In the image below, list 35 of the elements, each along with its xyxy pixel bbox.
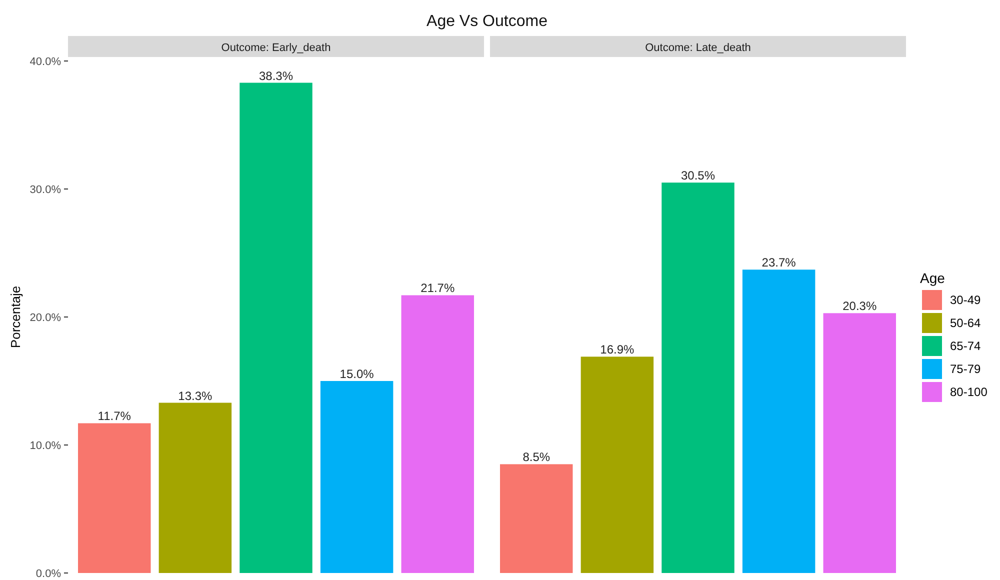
chart-title: Age Vs Outcome (426, 13, 548, 30)
y-axis-title: Porcentaje (8, 286, 23, 348)
data-label: 23.7% (762, 256, 796, 270)
bar (662, 182, 734, 573)
data-label: 15.0% (340, 367, 374, 381)
y-tick-label: 40.0% (30, 56, 62, 68)
data-label: 38.3% (258, 68, 294, 83)
bar (158, 402, 232, 573)
data-label: 20.3% (842, 299, 877, 314)
bar (401, 295, 474, 573)
bar (240, 82, 312, 573)
legend-label: 65-74 (950, 339, 982, 353)
data-label: 30.5% (680, 168, 716, 183)
data-label: 21.7% (420, 281, 455, 296)
legend-label: 80-100 (950, 385, 988, 399)
legend-title: Age (920, 270, 946, 286)
y-tick-label: 20.0% (30, 312, 62, 324)
data-label: 16.9% (600, 342, 635, 357)
legend-label: 50-64 (950, 316, 982, 330)
legend-label: 75-79 (950, 362, 982, 376)
y-tick-label: 0.0% (36, 568, 62, 580)
x-tick-label: Outcome: Late_death (645, 42, 751, 54)
bar (580, 356, 654, 573)
bar (78, 423, 151, 573)
data-label: 13.3% (178, 388, 213, 403)
x-tick-label: Outcome: Early_death (221, 42, 331, 54)
y-tick-label: 10.0% (30, 440, 62, 452)
bar (500, 464, 573, 573)
bar (320, 381, 394, 573)
data-label: 8.5% (522, 450, 550, 464)
data-label: 11.7% (98, 409, 132, 424)
bar (742, 270, 816, 573)
bar (823, 313, 896, 573)
legend-label: 30-49 (950, 293, 982, 307)
y-tick-label: 30.0% (30, 184, 62, 196)
